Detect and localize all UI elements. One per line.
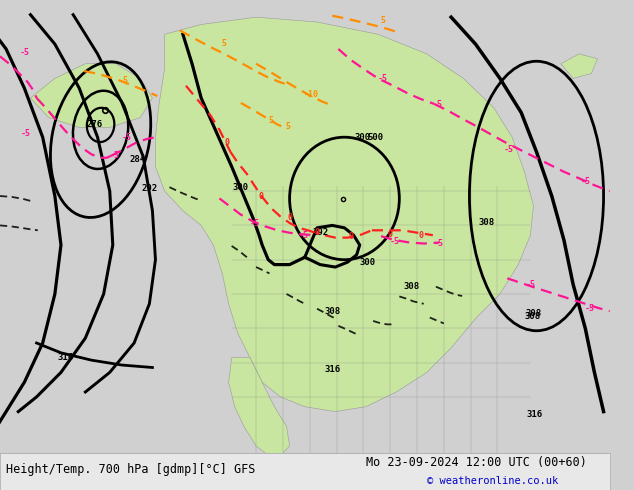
- Text: 5: 5: [222, 39, 227, 48]
- Text: 276: 276: [86, 121, 103, 129]
- Text: 5: 5: [380, 16, 385, 25]
- Text: 0: 0: [314, 228, 320, 237]
- Text: 316: 316: [324, 366, 340, 374]
- Text: 284: 284: [129, 155, 145, 164]
- Text: 300: 300: [359, 258, 376, 267]
- Text: 0: 0: [224, 138, 230, 147]
- Text: 308: 308: [479, 219, 495, 227]
- Text: 5: 5: [269, 116, 274, 124]
- Text: 300: 300: [233, 183, 249, 192]
- Text: -10: -10: [304, 90, 318, 98]
- Text: -5: -5: [122, 133, 132, 142]
- Text: -5: -5: [20, 49, 29, 57]
- Text: 5: 5: [122, 76, 127, 85]
- Text: 0: 0: [287, 213, 292, 221]
- Text: -5: -5: [580, 177, 590, 186]
- Text: -5: -5: [21, 129, 30, 138]
- Text: 292: 292: [141, 184, 157, 193]
- Text: -5: -5: [526, 280, 535, 289]
- Text: -5: -5: [378, 74, 388, 83]
- Text: 5: 5: [285, 122, 290, 131]
- Text: 308: 308: [324, 307, 340, 316]
- Text: -5: -5: [110, 151, 120, 160]
- Text: 500: 500: [367, 133, 383, 142]
- Text: -5: -5: [585, 304, 595, 313]
- Text: -5: -5: [299, 231, 309, 240]
- Text: -5: -5: [250, 220, 260, 228]
- FancyBboxPatch shape: [0, 453, 610, 490]
- Text: -5: -5: [433, 100, 443, 109]
- Text: -5: -5: [434, 239, 444, 248]
- Text: 0: 0: [259, 192, 264, 200]
- Text: 308: 308: [524, 312, 540, 320]
- Text: Mo 23-09-2024 12:00 UTC (00+60): Mo 23-09-2024 12:00 UTC (00+60): [366, 456, 586, 469]
- Text: 308: 308: [526, 309, 541, 318]
- Text: © weatheronline.co.uk: © weatheronline.co.uk: [427, 476, 558, 486]
- Text: 0: 0: [387, 230, 392, 239]
- Text: 292: 292: [312, 228, 328, 237]
- Text: 0: 0: [348, 232, 353, 241]
- Text: 308: 308: [403, 282, 420, 291]
- Text: Height/Temp. 700 hPa [gdmp][°C] GFS: Height/Temp. 700 hPa [gdmp][°C] GFS: [6, 463, 256, 476]
- Text: -5: -5: [390, 237, 400, 246]
- Text: -5: -5: [504, 145, 514, 154]
- Text: 0: 0: [418, 231, 423, 240]
- Text: 316: 316: [58, 353, 74, 362]
- Text: 316: 316: [526, 410, 542, 418]
- Text: 300: 300: [354, 133, 371, 142]
